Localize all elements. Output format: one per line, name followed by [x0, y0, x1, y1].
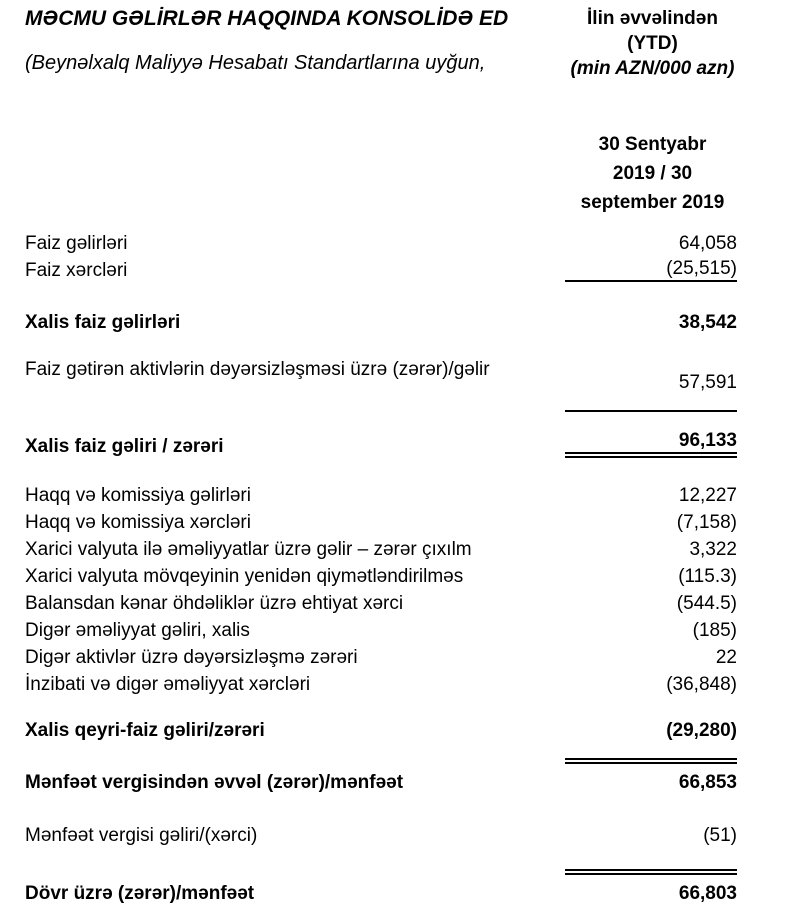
table-row-diger-emeliyyat-geliri: Digər əməliyyat gəliri, xalis (185)	[0, 615, 800, 642]
row-value: (25,515)	[565, 255, 737, 282]
row-value: (185)	[692, 620, 737, 641]
row-label: Xarici valyuta ilə əməliyyatlar üzrə gəl…	[25, 539, 472, 560]
date-header-line-1: 30 Sentyabr	[598, 134, 707, 155]
date-header-line-2: 2019 / 30	[612, 163, 693, 184]
row-label: Haqq və komissiya xərcləri	[25, 512, 251, 533]
row-label: Haqq və komissiya gəlirləri	[25, 485, 251, 506]
ytd-label: (YTD)	[627, 33, 678, 54]
income-statement-table: Faiz gəlirləri 64,058 Faiz xərcləri (25,…	[0, 228, 800, 905]
row-label: Mənfəət vergisi gəliri/(xərci)	[25, 825, 258, 846]
row-value: 96,133	[565, 428, 737, 458]
table-row-faiz-gelirleri: Faiz gəlirləri 64,058	[0, 228, 800, 255]
row-label: Xalis faiz gəlirləri	[25, 312, 181, 333]
row-value: (115.3)	[678, 566, 737, 587]
table-row-diger-aktivler: Digər aktivlər üzrə dəyərsizləşmə zərəri…	[0, 642, 800, 669]
row-value: 3,322	[689, 539, 737, 560]
row-label: Faiz xərcləri	[25, 260, 128, 281]
row-label: Balansdan kənar öhdəliklər üzrə ehtiyat …	[25, 593, 404, 614]
row-value: 22	[715, 647, 737, 668]
period-label: İlin əvvəlindən	[587, 8, 718, 29]
page-subtitle: (Beynəlxalq Maliyyə Hesabatı Standartlar…	[25, 52, 486, 74]
row-value: 12,227	[678, 485, 737, 506]
table-row-menfeet-vergisinden-evvel: Mənfəət vergisindən əvvəl (zərər)/mənfəə…	[0, 758, 800, 794]
row-value: (51)	[703, 825, 737, 846]
date-header-line-3: september 2019	[580, 192, 725, 213]
table-row-valyuta-movqeyi: Xarici valyuta mövqeyinin yenidən qiymət…	[0, 561, 800, 588]
row-label: Xalis faiz gəliri / zərəri	[25, 436, 224, 457]
units-label: (min AZN/000 azn)	[570, 58, 735, 79]
row-label: Mənfəət vergisindən əvvəl (zərər)/mənfəə…	[25, 772, 404, 793]
row-value: 57,591	[565, 356, 737, 412]
row-value: 64,058	[678, 233, 737, 254]
table-row-dovr-uzre-menfeet: Dövr üzrə (zərər)/mənfəət 66,803	[0, 869, 800, 905]
row-label: Digər aktivlər üzrə dəyərsizləşmə zərəri	[25, 647, 358, 668]
header-left: MƏCMU GƏLİRLƏR HAQQINDA KONSOLİDƏ ED (Be…	[25, 6, 510, 76]
row-value: 66,853	[565, 758, 737, 794]
column-date-header: 30 Sentyabr 2019 / 30 september 2019	[540, 130, 765, 217]
row-value: (36,848)	[666, 674, 737, 695]
table-row-menfeet-vergisi: Mənfəət vergisi gəliri/(xərci) (51)	[0, 820, 800, 847]
table-row-komissiya-gelirleri: Haqq və komissiya gəlirləri 12,227	[0, 480, 800, 507]
row-label: İnzibati və digər əməliyyat xərcləri	[25, 674, 311, 695]
table-row-xalis-faiz-gelirleri: Xalis faiz gəlirləri 38,542	[0, 304, 800, 334]
table-row-balansdan-kenar: Balansdan kənar öhdəliklər üzrə ehtiyat …	[0, 588, 800, 615]
row-value: 66,803	[565, 869, 737, 905]
row-label: Faiz gəlirləri	[25, 233, 128, 254]
row-value: 38,542	[678, 312, 737, 333]
table-row-xalis-faiz-geliri-zereri: Xalis faiz gəliri / zərəri 96,133	[0, 428, 800, 458]
table-row-valyuta-emeliyyatlar: Xarici valyuta ilə əməliyyatlar üzrə gəl…	[0, 534, 800, 561]
period-block: İlin əvvəlindən (YTD) (min AZN/000 azn)	[540, 6, 765, 81]
table-row-deyersizlesme: Faiz gətirən aktivlərin dəyərsizləşməsi …	[0, 356, 800, 412]
row-value: (7,158)	[676, 512, 737, 533]
page-title: MƏCMU GƏLİRLƏR HAQQINDA KONSOLİDƏ ED	[25, 7, 509, 30]
row-label: Faiz gətirən aktivlərin dəyərsizləşməsi …	[25, 359, 490, 380]
table-row-komissiya-xercleri: Haqq və komissiya xərcləri (7,158)	[0, 507, 800, 534]
table-row-faiz-xercleri: Faiz xərcləri (25,515)	[0, 255, 800, 282]
row-value: (29,280)	[666, 720, 737, 741]
row-label: Dövr üzrə (zərər)/mənfəət	[25, 883, 255, 904]
row-label: Xarici valyuta mövqeyinin yenidən qiymət…	[25, 566, 464, 587]
row-label: Xalis qeyri-faiz gəliri/zərəri	[25, 720, 265, 741]
table-row-inzibati-xercler: İnzibati və digər əməliyyat xərcləri (36…	[0, 669, 800, 696]
table-row-xalis-qeyri-faiz: Xalis qeyri-faiz gəliri/zərəri (29,280)	[0, 712, 800, 742]
row-label: Digər əməliyyat gəliri, xalis	[25, 620, 250, 641]
row-value: (544.5)	[676, 593, 737, 614]
